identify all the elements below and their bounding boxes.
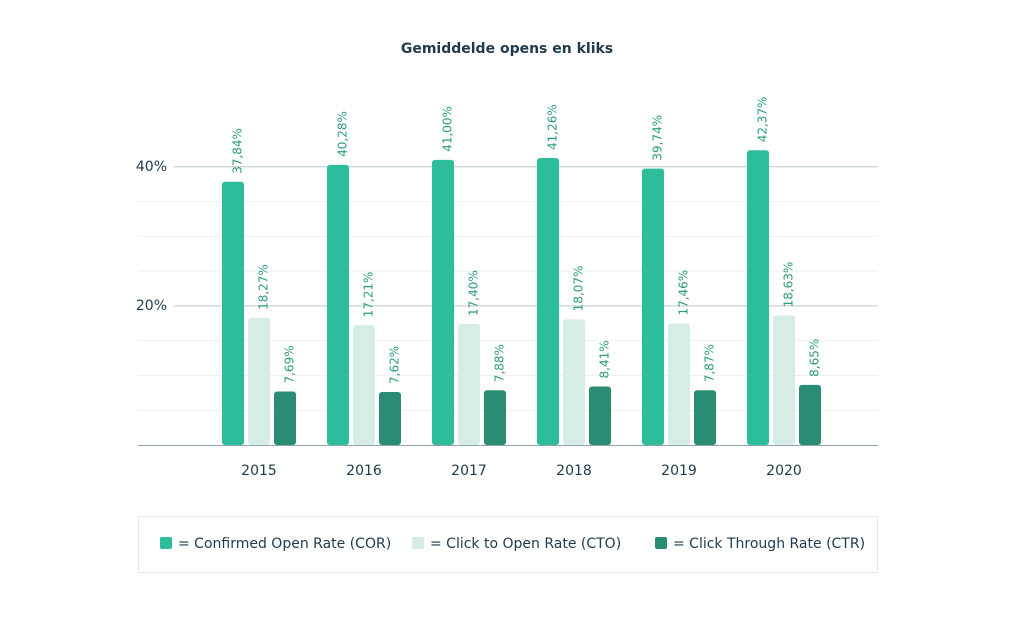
bar <box>274 391 296 445</box>
bar <box>327 164 349 446</box>
value-label: 17,40% <box>467 270 481 316</box>
legend-label: = Click Through Rate (CTR) <box>673 536 865 552</box>
bar <box>773 315 795 445</box>
legend-swatch <box>655 537 667 549</box>
bar <box>668 323 690 445</box>
value-label: 17,21% <box>362 272 376 318</box>
value-label: 7,88% <box>493 344 507 382</box>
value-label: 17,46% <box>677 270 691 316</box>
x-tick-label: 2019 <box>661 463 697 479</box>
value-label: 40,28% <box>336 111 350 157</box>
bar <box>484 390 506 445</box>
value-label: 18,27% <box>257 264 271 310</box>
bar <box>248 317 270 445</box>
value-label: 41,26% <box>546 104 560 150</box>
x-tick-label: 2015 <box>241 463 277 479</box>
value-label: 8,41% <box>598 340 612 378</box>
value-label: 42,37% <box>756 97 770 143</box>
bar <box>432 159 454 446</box>
legend-label: = Confirmed Open Rate (COR) <box>178 536 391 552</box>
bar <box>222 181 244 446</box>
value-label: 41,00% <box>441 106 455 152</box>
value-label: 8,65% <box>808 339 822 377</box>
y-tick-label: 20% <box>136 298 167 314</box>
x-tick-label: 2020 <box>766 463 802 479</box>
x-tick-label: 2017 <box>451 463 487 479</box>
bar <box>379 391 401 445</box>
legend-box <box>138 516 878 573</box>
legend-swatch <box>160 537 172 549</box>
bar <box>589 386 611 445</box>
value-label: 7,62% <box>388 346 402 384</box>
bar <box>799 384 821 445</box>
value-label: 18,07% <box>572 266 586 312</box>
y-tick-label: 40% <box>136 159 167 175</box>
value-label: 39,74% <box>651 115 665 161</box>
value-label: 7,69% <box>283 345 297 383</box>
bar <box>353 325 375 445</box>
bar <box>747 150 769 446</box>
bar <box>458 323 480 445</box>
x-tick-label: 2018 <box>556 463 592 479</box>
legend-label: = Click to Open Rate (CTO) <box>430 536 621 552</box>
bar <box>694 390 716 445</box>
value-label: 37,84% <box>231 128 245 174</box>
bar <box>642 168 664 445</box>
value-label: 7,87% <box>703 344 717 382</box>
bar <box>537 158 559 445</box>
chart-title: Gemiddelde opens en kliks <box>401 41 613 57</box>
value-label: 18,63% <box>782 262 796 308</box>
x-tick-label: 2016 <box>346 463 382 479</box>
legend-swatch <box>412 537 424 549</box>
bar <box>563 319 585 445</box>
